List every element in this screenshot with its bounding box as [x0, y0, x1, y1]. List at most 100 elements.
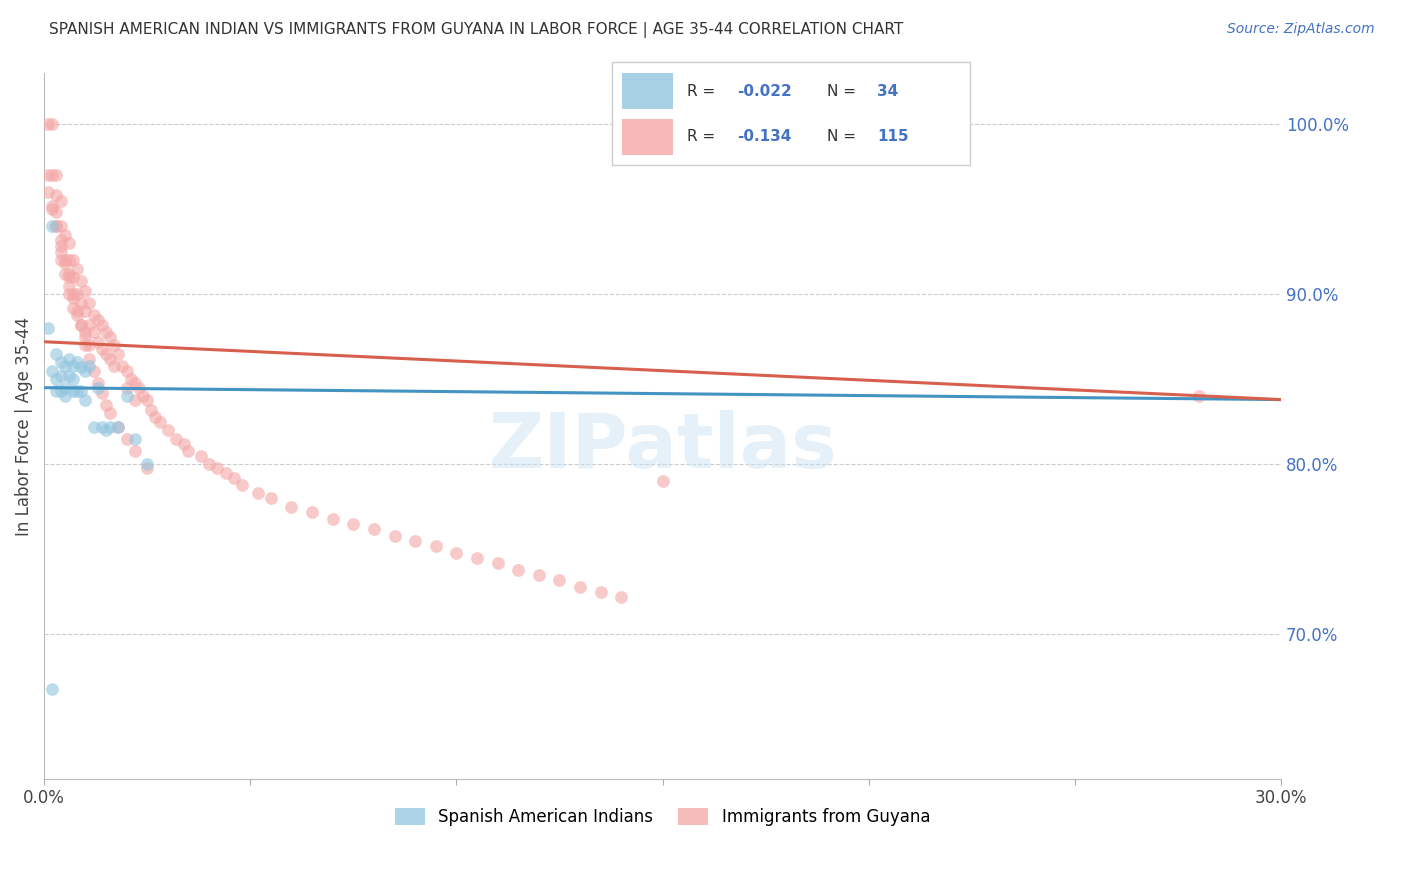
- Point: [136, 457, 159, 471]
- Point: [75, 392, 97, 407]
- Point: [62, 253, 84, 268]
- Point: [62, 359, 84, 373]
- Point: [37, 321, 59, 335]
- Point: [49, 253, 72, 268]
- Point: [70, 273, 93, 287]
- Point: [41, 199, 63, 213]
- Point: [75, 304, 97, 318]
- Point: [363, 522, 385, 536]
- Point: [37, 117, 59, 131]
- Point: [83, 325, 105, 339]
- Point: [128, 381, 150, 395]
- Point: [610, 590, 633, 604]
- Point: [58, 236, 80, 251]
- Point: [569, 580, 592, 594]
- Point: [425, 539, 447, 553]
- Point: [58, 278, 80, 293]
- Point: [49, 233, 72, 247]
- Point: [53, 359, 76, 373]
- Point: [79, 338, 101, 352]
- Point: [41, 117, 63, 131]
- Point: [90, 318, 112, 332]
- Point: [589, 584, 612, 599]
- Point: [53, 381, 76, 395]
- Point: [41, 364, 63, 378]
- Point: [62, 384, 84, 398]
- Point: [145, 409, 167, 424]
- Point: [45, 188, 67, 202]
- Text: -0.022: -0.022: [737, 84, 792, 99]
- Point: [508, 563, 530, 577]
- Point: [58, 253, 80, 268]
- Point: [49, 244, 72, 259]
- Point: [651, 474, 673, 488]
- Point: [231, 477, 253, 491]
- Point: [190, 449, 212, 463]
- Point: [70, 295, 93, 310]
- Point: [548, 573, 571, 587]
- Point: [301, 505, 323, 519]
- Point: [384, 529, 406, 543]
- Point: [66, 304, 89, 318]
- Point: [86, 381, 108, 395]
- Point: [41, 681, 63, 696]
- Point: [86, 312, 108, 326]
- Point: [124, 443, 146, 458]
- Point: [173, 437, 195, 451]
- Point: [66, 355, 89, 369]
- FancyBboxPatch shape: [612, 62, 970, 165]
- Point: [446, 546, 468, 560]
- Point: [280, 500, 302, 514]
- Point: [94, 423, 117, 437]
- Point: [94, 325, 117, 339]
- Point: [107, 346, 129, 360]
- Point: [62, 287, 84, 301]
- Point: [75, 338, 97, 352]
- Point: [58, 368, 80, 383]
- Point: [90, 342, 112, 356]
- Point: [148, 415, 170, 429]
- Point: [132, 389, 155, 403]
- Point: [49, 368, 72, 383]
- Point: [45, 372, 67, 386]
- Point: [136, 460, 159, 475]
- Point: [94, 398, 117, 412]
- Point: [527, 567, 550, 582]
- Point: [49, 194, 72, 208]
- Point: [37, 168, 59, 182]
- Point: [49, 355, 72, 369]
- Point: [53, 253, 76, 268]
- Point: [98, 419, 121, 434]
- Point: [465, 550, 488, 565]
- Point: [49, 219, 72, 233]
- Point: [53, 389, 76, 403]
- Point: [41, 202, 63, 216]
- Point: [107, 419, 129, 434]
- Point: [103, 338, 125, 352]
- Point: [41, 168, 63, 182]
- Bar: [623, 73, 672, 109]
- Point: [207, 460, 229, 475]
- Point: [86, 376, 108, 390]
- Point: [45, 168, 67, 182]
- Point: [45, 205, 67, 219]
- Point: [75, 284, 97, 298]
- Point: [45, 219, 67, 233]
- Point: [124, 392, 146, 407]
- Point: [66, 287, 89, 301]
- Point: [70, 318, 93, 332]
- Point: [1187, 389, 1209, 403]
- Point: [62, 291, 84, 305]
- Point: [62, 270, 84, 285]
- Point: [124, 376, 146, 390]
- Point: [124, 432, 146, 446]
- Point: [107, 419, 129, 434]
- Point: [222, 471, 245, 485]
- Point: [58, 287, 80, 301]
- Point: [247, 486, 270, 500]
- Point: [177, 443, 200, 458]
- Point: [41, 219, 63, 233]
- Point: [45, 219, 67, 233]
- Point: [79, 351, 101, 366]
- Point: [66, 261, 89, 276]
